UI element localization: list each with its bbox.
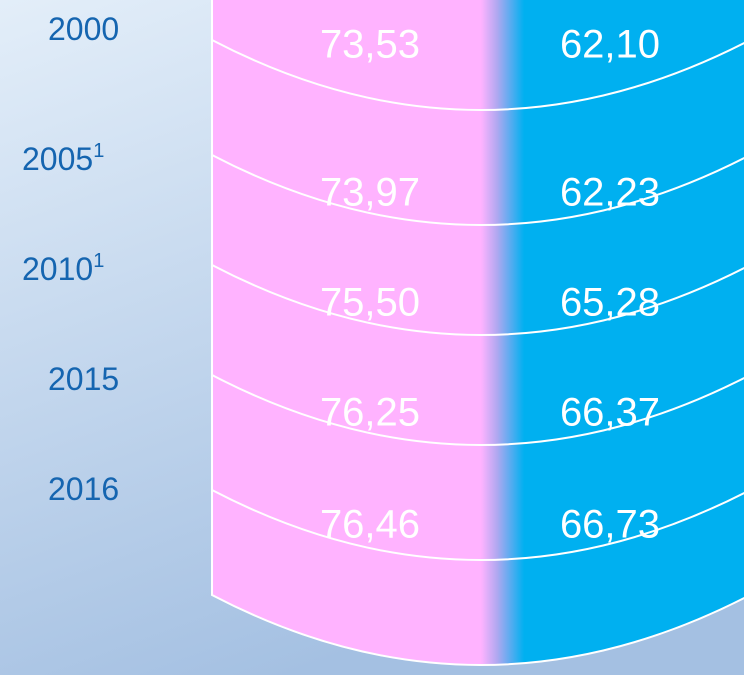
year-label: 20101 — [22, 250, 104, 287]
cylinder — [211, 0, 744, 666]
male-value: 62,23 — [560, 171, 660, 215]
separator — [211, 489, 744, 561]
footnote-marker: 1 — [93, 250, 104, 272]
year: 2015 — [48, 361, 119, 397]
female-value: 73,53 — [320, 23, 420, 67]
year: 2000 — [48, 11, 119, 47]
separator — [211, 154, 744, 226]
female-value: 76,46 — [320, 503, 420, 547]
year-label: 20051 — [22, 140, 104, 177]
male-value: 62,10 — [560, 23, 660, 67]
separator — [211, 374, 744, 446]
year: 2010 — [22, 251, 93, 287]
year-label: 2000 — [48, 11, 119, 47]
year-label: 2015 — [48, 361, 119, 397]
separator — [211, 39, 744, 111]
female-value: 76,25 — [320, 391, 420, 435]
female-value: 73,97 — [320, 171, 420, 215]
year-label: 2016 — [48, 471, 119, 507]
year: 2016 — [48, 471, 119, 507]
separators — [211, 39, 744, 561]
male-value: 66,73 — [560, 503, 660, 547]
separator — [211, 264, 744, 336]
male-value: 65,28 — [560, 281, 660, 325]
year: 2005 — [22, 141, 93, 177]
female-value: 75,50 — [320, 281, 420, 325]
male-value: 66,37 — [560, 391, 660, 435]
footnote-marker: 1 — [93, 140, 104, 162]
